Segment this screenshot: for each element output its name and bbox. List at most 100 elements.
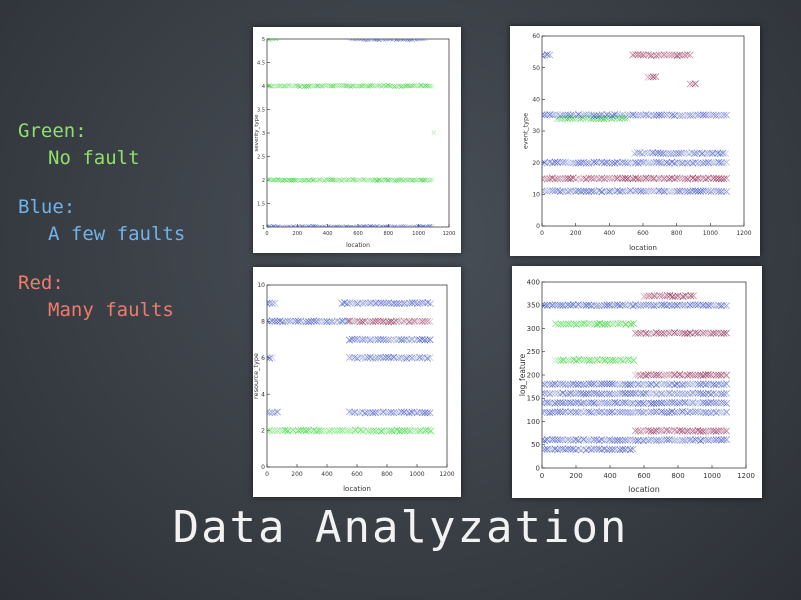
x-tick-label: 800 (381, 471, 393, 478)
scatter-point (655, 111, 663, 119)
scatter-point (715, 427, 723, 435)
scatter-point (376, 82, 382, 88)
scatter-point (622, 356, 630, 364)
scatter-point (378, 39, 384, 42)
scatter-point (334, 224, 340, 227)
scatter-point (308, 82, 314, 88)
scatter-point (650, 187, 658, 195)
scatter-point (574, 111, 582, 119)
scatter-point (598, 356, 606, 364)
scatter-point (684, 330, 691, 338)
scatter-point (652, 111, 660, 119)
y-tick-label: 4 (261, 391, 265, 398)
scatter-point (684, 371, 691, 379)
scatter-point (554, 408, 562, 416)
scatter-point (321, 224, 327, 227)
scatter-point (645, 111, 653, 119)
scatter-point (306, 177, 312, 183)
scatter-point (542, 159, 546, 167)
scatter-point (279, 224, 285, 227)
scatter-point (590, 301, 598, 309)
scatter-point (427, 177, 433, 183)
scatter-point (424, 426, 432, 434)
scatter-point (587, 399, 595, 407)
scatter-point (564, 390, 572, 398)
scatter-point (548, 389, 556, 397)
scatter-point (268, 39, 274, 42)
scatter-point (372, 39, 378, 42)
scatter-point (288, 83, 294, 89)
scatter-point (279, 318, 287, 326)
x-axis-label: location (629, 244, 657, 252)
scatter-point (671, 112, 679, 120)
scatter-point (624, 187, 632, 195)
scatter-point (310, 83, 316, 89)
scatter-point (664, 149, 672, 157)
scatter-point (595, 115, 603, 123)
x-tick-label: 0 (540, 472, 544, 480)
scatter-point (546, 409, 554, 417)
scatter-point (616, 188, 624, 196)
scatter-point (616, 301, 624, 309)
scatter-point (652, 381, 660, 389)
scatter-point (548, 381, 556, 388)
scatter-point (277, 224, 283, 227)
scatter-point (295, 224, 301, 227)
scatter-point (658, 174, 666, 182)
y-tick-label: 2 (262, 178, 265, 184)
scatter-point (715, 390, 723, 398)
scatter-point (334, 83, 340, 88)
scatter-point (383, 427, 391, 434)
scatter-point (387, 177, 393, 183)
scatter-point (396, 39, 402, 42)
scatter-point (637, 329, 645, 337)
scatter-point (366, 408, 374, 416)
scatter-point (712, 409, 720, 417)
scatter-point (557, 320, 565, 328)
x-tick-label: 600 (637, 472, 650, 480)
scatter-point (294, 317, 302, 325)
scatter-point (542, 111, 549, 119)
scatter-point (668, 370, 676, 378)
scatter-point (267, 299, 271, 307)
scatter-point (387, 300, 395, 308)
scatter-point (392, 354, 400, 362)
scatter-point (556, 301, 564, 309)
scatter-point (569, 301, 577, 309)
scatter-point (717, 408, 725, 416)
scatter-point (665, 188, 673, 196)
scatter-point (650, 389, 658, 397)
y-tick-label: 0 (536, 223, 540, 230)
scatter-point (353, 354, 361, 362)
scatter-point (684, 159, 692, 167)
scatter-point (582, 436, 590, 444)
scatter-point (720, 427, 728, 435)
scatter-point (574, 174, 582, 182)
scatter-point (665, 329, 673, 337)
scatter-point (681, 390, 689, 398)
scatter-point (681, 175, 689, 183)
scatter-point (542, 175, 546, 183)
scatter-point (663, 389, 671, 397)
scatter-point (600, 390, 608, 397)
scatter-point (392, 178, 398, 183)
scatter-point (621, 114, 629, 122)
scatter-point (703, 149, 711, 157)
scatter-point (273, 427, 281, 435)
scatter-point (606, 356, 614, 364)
scatter-point (585, 301, 593, 309)
scatter-point (424, 336, 431, 344)
scatter-point (689, 174, 697, 182)
scatter-point (715, 436, 723, 444)
scatter-point (546, 51, 554, 59)
x-tick-label: 400 (604, 230, 616, 237)
scatter-point (429, 177, 435, 183)
scatter-point (593, 356, 601, 364)
scatter-point (422, 177, 428, 183)
scatter-point (407, 39, 413, 42)
scatter-point (624, 319, 632, 327)
scatter-point (655, 380, 663, 388)
scatter-point (697, 427, 704, 435)
scatter-point (639, 175, 647, 183)
scatter-point (707, 174, 715, 182)
